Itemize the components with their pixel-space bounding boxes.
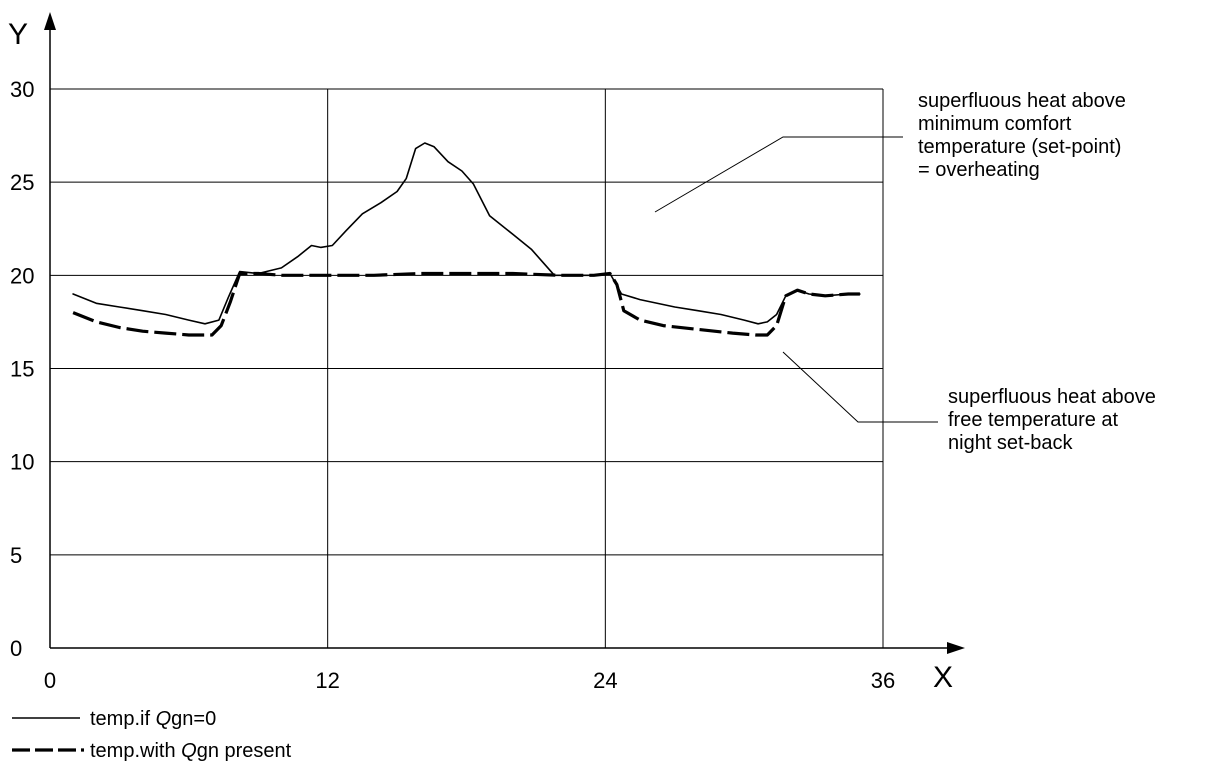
annotation-leader-night-setback [782, 351, 938, 423]
legend-label-solid: temp.if Qgn=0 [90, 708, 216, 730]
series-lines [72, 142, 861, 337]
legend-text: temp.with [90, 740, 181, 762]
annotation-line: superfluous heat above [948, 386, 1156, 408]
y-tick-label: 20 [10, 263, 34, 288]
x-axis-label: X [933, 661, 953, 694]
annotation-line: minimum comfort [918, 113, 1072, 135]
x-tick-label: 36 [871, 668, 895, 693]
x-tick-label: 0 [44, 668, 56, 693]
legend-text: gn=0 [171, 708, 216, 730]
x-axis-arrow [947, 642, 965, 654]
x-tick-label: 12 [315, 668, 339, 693]
y-tick-label: 10 [10, 450, 34, 475]
y-tick-label: 15 [10, 357, 34, 382]
y-axis-arrow [44, 12, 56, 30]
series-line-solid [72, 142, 861, 325]
axes: XY [8, 12, 965, 694]
annotation-line: night set-back [948, 432, 1074, 454]
annotation-leader-overheating [654, 136, 903, 213]
series-line-dashed [72, 271, 860, 337]
y-tick-label: 25 [10, 170, 34, 195]
legend: temp.if Qgn=0 temp.with Qgn present [12, 708, 292, 762]
legend-text: temp.if [90, 708, 156, 730]
annotation-line: free temperature at [948, 409, 1119, 431]
y-axis-label: Y [8, 18, 28, 51]
legend-text: gn present [197, 740, 292, 762]
annotation-line: temperature (set-point) [918, 136, 1121, 158]
y-tick-labels: 0 5 10 15 20 25 30 [10, 77, 34, 661]
grid-lines [50, 88, 884, 648]
x-tick-label: 24 [593, 668, 617, 693]
legend-symbol: Q [156, 708, 172, 730]
y-tick-label: 5 [10, 543, 22, 568]
x-tick-labels: 0 12 24 36 [44, 668, 895, 693]
y-tick-label: 30 [10, 77, 34, 102]
legend-label-dashed: temp.with Qgn present [90, 740, 292, 762]
annotation-line: superfluous heat above [918, 90, 1126, 112]
legend-symbol: Q [181, 740, 197, 762]
annotation-line: = overheating [918, 159, 1040, 181]
y-tick-label: 0 [10, 636, 22, 661]
